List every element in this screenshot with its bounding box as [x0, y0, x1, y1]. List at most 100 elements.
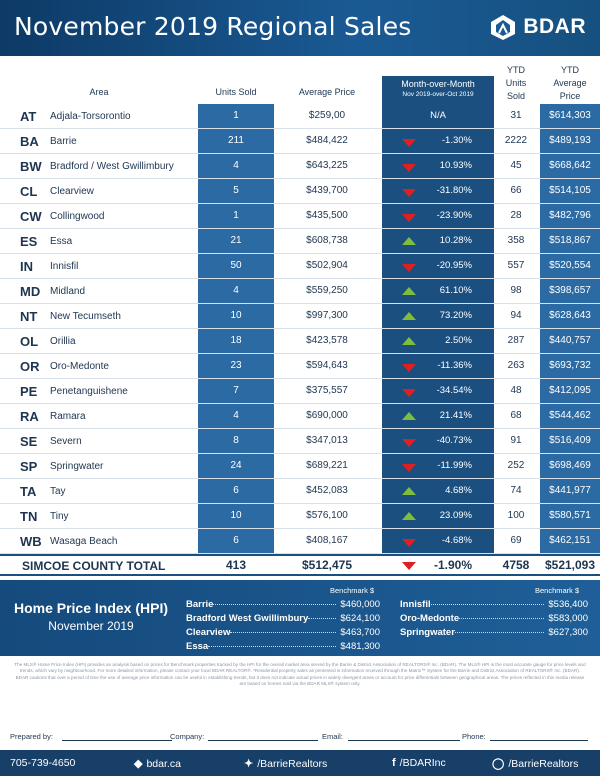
- month-over-month-cell: 73.20%: [382, 304, 494, 328]
- footer-facebook-text[interactable]: /BDARInc: [399, 757, 446, 769]
- ytd-units-header-line2: Units: [505, 78, 527, 88]
- table-row: WB Wasaga Beach 6 $408,167 -4.68% 69 $462,151: [0, 529, 600, 554]
- footer-instagram[interactable]: ◯ /BarrieRealtors: [492, 757, 579, 771]
- area-code: BW: [20, 159, 42, 174]
- down-arrow-icon: [402, 464, 416, 472]
- area-name: Adjala-Torsorontio: [50, 111, 131, 122]
- email-line: [348, 740, 460, 741]
- total-ytd-units: 4758: [502, 558, 530, 572]
- ytd-average-cell: $398,657: [540, 279, 600, 303]
- down-arrow-icon: [402, 264, 416, 272]
- leader-dots: [308, 618, 337, 619]
- month-over-month-cell: -1.30%: [382, 129, 494, 153]
- footer-website[interactable]: ◆ bdar.ca: [134, 757, 181, 771]
- month-over-month-cell: 21.41%: [382, 404, 494, 428]
- mom-value: 10.93%: [439, 160, 472, 171]
- leader-dots: [213, 604, 337, 605]
- footer-twitter-text[interactable]: /BarrieRealtors: [257, 757, 328, 770]
- month-over-month-cell: -4.68%: [382, 529, 494, 553]
- table-row: BW Bradford / West Gwillimbury 4 $643,225 10…: [0, 154, 600, 179]
- total-ytd-average: $521,093: [544, 558, 596, 572]
- units-sold-cell: 4: [198, 404, 274, 428]
- up-arrow-icon: [402, 337, 416, 345]
- hpi-value: $624,100: [340, 613, 380, 624]
- hpi-area-name: Oro-Medonte: [400, 613, 460, 624]
- mom-value: 61.10%: [439, 285, 472, 296]
- ytd-avg-header-line3: Price: [559, 91, 581, 101]
- average-price-cell: $608,738: [306, 235, 348, 246]
- units-sold-cell: 6: [198, 529, 274, 553]
- mom-value: 2.50%: [445, 335, 472, 346]
- table-row: CW Collingwood 1 $435,500 -23.90% 28 $482,796: [0, 204, 600, 229]
- ytd-average-cell: $693,732: [540, 354, 600, 378]
- page-title: November 2019 Regional Sales: [14, 12, 412, 41]
- up-arrow-icon: [402, 312, 416, 320]
- area-code: RA: [20, 409, 39, 424]
- area-code: CL: [20, 184, 38, 199]
- down-arrow-icon: [402, 439, 416, 447]
- units-sold-cell: 18: [198, 329, 274, 353]
- phone-label: Phone:: [462, 732, 486, 741]
- ytd-units-cell: 358: [507, 235, 525, 246]
- area-name: Collingwood: [50, 211, 105, 222]
- ytd-units-cell: 2222: [504, 135, 528, 146]
- column-header-units-sold: Units Sold: [215, 87, 257, 97]
- ytd-units-cell: 48: [510, 385, 522, 396]
- area-name: Penetanguishene: [50, 386, 128, 397]
- up-arrow-icon: [402, 487, 416, 495]
- area-name: Springwater: [50, 461, 104, 472]
- month-over-month-cell: -11.36%: [382, 354, 494, 378]
- mom-value: -31.80%: [436, 185, 472, 196]
- area-code: NT: [20, 309, 38, 324]
- average-price-cell: $408,167: [306, 535, 348, 546]
- area-name: Orillia: [50, 336, 76, 347]
- email-field: Email:: [322, 732, 460, 741]
- ytd-units-cell: 91: [510, 435, 522, 446]
- hpi-panel: Home Price Index (HPI) November 2019 Ben…: [0, 580, 600, 656]
- average-price-cell: $997,300: [306, 310, 348, 321]
- table-row: MD Midland 4 $559,250 61.10% 98 $398,657: [0, 279, 600, 304]
- units-sold-cell: 4: [198, 279, 274, 303]
- hpi-item: Springwater $627,300: [400, 627, 588, 638]
- footer-twitter[interactable]: ✦ /BarrieRealtors: [244, 757, 328, 771]
- area-code: AT: [20, 109, 37, 124]
- table-row: SP Springwater 24 $689,221 -11.99% 252 $698,46…: [0, 454, 600, 479]
- average-price-cell: $643,225: [306, 160, 348, 171]
- area-code: SE: [20, 434, 38, 449]
- column-header-ytd-units-sold: YTD Units Sold: [494, 64, 538, 103]
- up-arrow-icon: [402, 412, 416, 420]
- total-label: SIMCOE COUNTY TOTAL: [22, 559, 166, 573]
- ytd-units-cell: 263: [507, 360, 525, 371]
- ytd-units-cell: 287: [507, 335, 525, 346]
- down-arrow-icon: [402, 164, 416, 172]
- mom-value: -11.99%: [437, 460, 472, 471]
- area-code: TN: [20, 509, 38, 524]
- average-price-cell: $690,000: [306, 410, 348, 421]
- area-code: BA: [20, 134, 39, 149]
- units-sold-cell: 4: [198, 154, 274, 178]
- average-price-cell: $347,013: [306, 435, 348, 446]
- ytd-average-cell: $514,105: [540, 179, 600, 203]
- average-price-cell: $594,643: [306, 360, 348, 371]
- area-name: Oro-Medonte: [50, 361, 109, 372]
- area-code: TA: [20, 484, 37, 499]
- area-name: Tiny: [50, 511, 69, 522]
- ytd-avg-header-line1: YTD: [561, 65, 579, 75]
- hpi-item: Oro-Medonte $583,000: [400, 613, 588, 624]
- month-over-month-cell: -23.90%: [382, 204, 494, 228]
- mom-value: -40.73%: [436, 435, 472, 446]
- mom-value: 73.20%: [439, 310, 472, 321]
- ytd-units-cell: 66: [510, 185, 522, 196]
- footer-instagram-text[interactable]: /BarrieRealtors: [508, 757, 579, 770]
- footer-website-text[interactable]: bdar.ca: [146, 757, 181, 770]
- table-row: OR Oro-Medonte 23 $594,643 -11.36% 263 $693,73…: [0, 354, 600, 379]
- hpi-item: Essa $481,300: [186, 641, 380, 652]
- area-name: Bradford / West Gwillimbury: [50, 161, 174, 172]
- area-name: Innisfil: [50, 261, 79, 272]
- footer-facebook[interactable]: f /BDARInc: [392, 757, 446, 769]
- average-price-cell: $259,00: [308, 110, 346, 121]
- column-header-ytd-average-price: YTD Average Price: [540, 64, 600, 103]
- area-code: OL: [20, 334, 39, 349]
- units-sold-cell: 8: [198, 429, 274, 453]
- area-code: ES: [20, 234, 38, 249]
